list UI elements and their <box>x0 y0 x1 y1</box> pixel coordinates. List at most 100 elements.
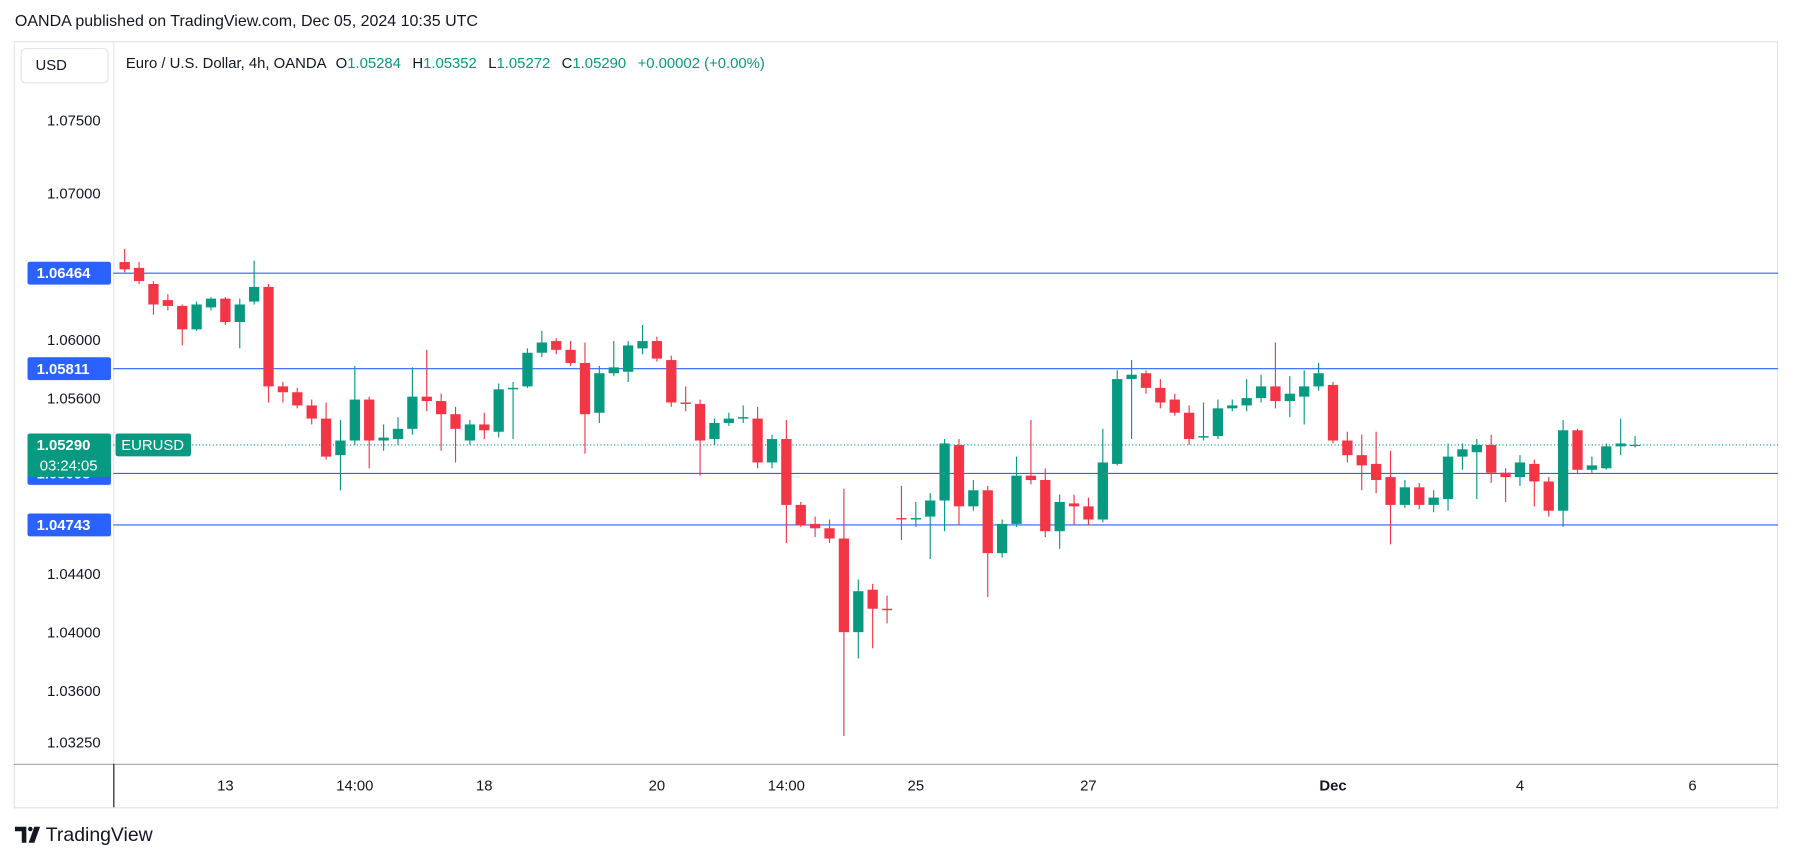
candle-body <box>694 403 706 441</box>
candle-body <box>752 418 763 463</box>
y-tick-label: 1.07000 <box>47 187 101 203</box>
candle-body <box>766 439 778 463</box>
candle-body <box>464 424 476 441</box>
logo-part <box>28 826 33 832</box>
legend-title: Euro / U.S. Dollar, 4h, OANDA <box>126 56 327 72</box>
candle-body <box>925 500 936 517</box>
logo-part <box>14 826 27 843</box>
candle-body <box>1040 480 1051 532</box>
x-tick-label: 6 <box>1688 779 1696 795</box>
candle-body <box>953 444 965 507</box>
candle-body <box>292 392 303 406</box>
y-tick-label: 1.03250 <box>47 735 101 751</box>
currency-label: USD <box>36 58 68 74</box>
candle-body <box>1529 463 1540 482</box>
candle-body <box>1428 497 1439 505</box>
candle-body <box>1356 455 1367 466</box>
x-tick-label: 20 <box>649 779 666 795</box>
candle-body <box>1313 373 1324 387</box>
candle-body <box>1083 506 1094 520</box>
x-tick-label: 18 <box>476 779 493 795</box>
legend-o-label: O <box>336 56 348 72</box>
candle-body <box>982 490 993 554</box>
last-price-bg <box>27 433 111 477</box>
candle-body <box>1212 408 1224 437</box>
candle-body <box>1255 386 1267 399</box>
candle-body <box>220 298 231 323</box>
candle-body <box>1414 487 1425 505</box>
candle-body <box>306 405 317 419</box>
candle-body <box>1270 386 1281 402</box>
candle-body <box>565 349 576 363</box>
candle-body <box>1284 393 1295 402</box>
legend: Euro / U.S. Dollar, 4h, OANDA O1.05284 H1.… <box>126 56 765 72</box>
x-tick-label: Dec <box>1319 779 1346 795</box>
x-tick-label: 14:00 <box>336 779 373 795</box>
candle-body <box>249 286 260 302</box>
candle-body <box>608 367 619 374</box>
candle-body <box>738 417 749 419</box>
price-tag-bg <box>27 261 111 285</box>
candle-body <box>421 396 432 402</box>
x-tick-label: 13 <box>217 779 234 795</box>
x-tick-label: 27 <box>1080 779 1097 795</box>
candle-body <box>1399 487 1411 505</box>
candle-body <box>867 589 878 609</box>
candle-body <box>1227 405 1238 409</box>
candle-body <box>666 360 677 403</box>
candle-body <box>896 518 907 520</box>
candle-body <box>579 362 591 415</box>
candle-body <box>996 523 1008 554</box>
candle-body <box>1586 465 1598 470</box>
candle-body <box>177 305 188 330</box>
candle-body <box>637 341 648 349</box>
candle-body <box>1155 387 1166 403</box>
candle-body <box>1385 477 1396 505</box>
candle-body <box>191 304 202 330</box>
candle-body <box>335 440 346 456</box>
x-tick-label: 14:00 <box>768 779 805 795</box>
candle-body <box>1068 503 1080 507</box>
candle-body <box>651 341 663 359</box>
candle-body <box>1486 444 1497 473</box>
legend-l: 1.05272 <box>497 56 551 72</box>
candle-body <box>277 386 289 393</box>
candle-body <box>824 528 835 539</box>
legend-h-label: H <box>412 56 423 72</box>
candle-body <box>1112 379 1123 464</box>
candle-body <box>392 428 404 440</box>
legend-c: 1.05290 <box>572 56 626 72</box>
candle-body <box>1169 399 1180 413</box>
candle-body <box>133 267 145 282</box>
countdown: 03:24:05 <box>40 459 98 475</box>
candle-body <box>853 591 864 633</box>
candle-body <box>1025 475 1037 481</box>
candle-body <box>536 342 547 353</box>
logo-part <box>28 826 41 843</box>
currency-button[interactable] <box>20 48 109 84</box>
candle-body <box>939 443 950 501</box>
chart-frame <box>13 41 1779 809</box>
candle-body <box>378 437 389 441</box>
candle-body <box>263 286 274 387</box>
legend-change: +0.00002 (+0.00%) <box>638 56 765 72</box>
candle-body <box>1615 443 1626 447</box>
candle-body <box>1629 444 1641 447</box>
last-price-label: 1.05290 <box>37 438 91 454</box>
symbol-tag-bg <box>115 433 192 457</box>
candle-body <box>1327 384 1339 441</box>
candle-body <box>1370 463 1382 481</box>
candle-body <box>320 418 332 457</box>
candle-body <box>795 504 806 526</box>
price-tag-bg <box>27 513 111 537</box>
candle-body <box>1198 436 1209 438</box>
y-tick-label: 1.04000 <box>47 626 101 642</box>
y-tick-label: 1.06000 <box>47 333 101 349</box>
candle-body <box>594 373 605 413</box>
candle-body <box>1601 446 1612 469</box>
candle-body <box>435 401 447 415</box>
candle-body <box>1514 462 1526 478</box>
candle-body <box>838 538 850 633</box>
price-tag: 1.05811 <box>37 362 90 378</box>
